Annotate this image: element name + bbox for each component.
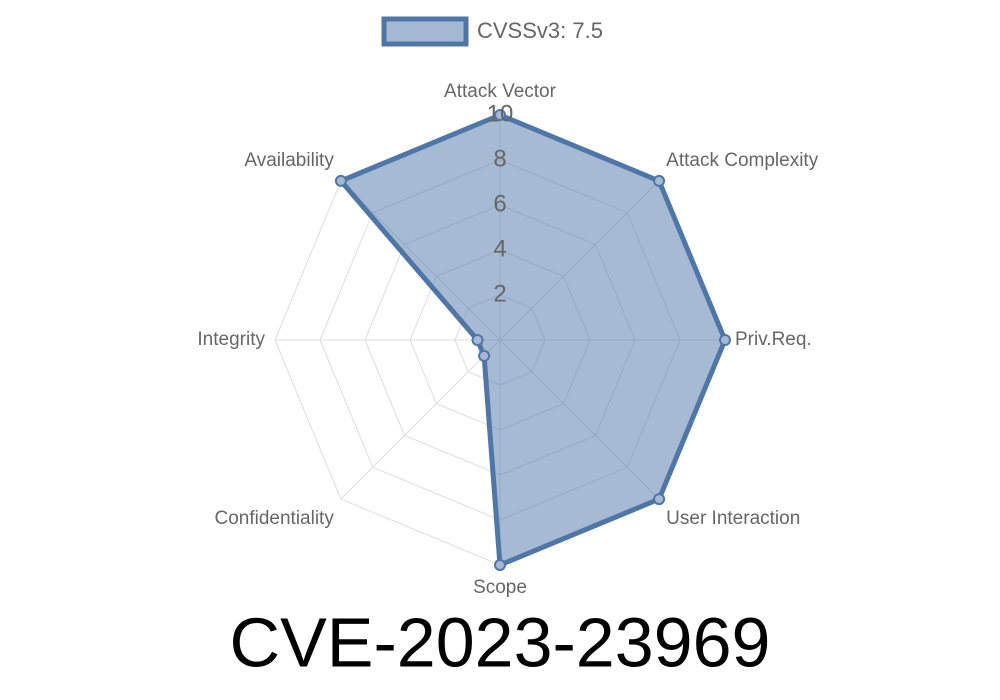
legend-swatch <box>381 16 469 47</box>
axis-label: Attack Vector <box>444 81 557 102</box>
axis-label: Attack Complexity <box>666 150 819 171</box>
radar-point <box>653 174 666 187</box>
spoke <box>340 339 501 500</box>
r-tick-label: 8 <box>493 145 506 172</box>
chart-title: CVE-2023-23969 <box>230 603 771 681</box>
r-tick-label: 4 <box>493 235 506 262</box>
axis-label: Confidentiality <box>214 508 334 529</box>
axis-label: Integrity <box>197 329 265 350</box>
r-tick-label: 2 <box>493 280 506 307</box>
radar-point <box>719 334 731 346</box>
radar-point <box>471 334 484 346</box>
radar-point <box>334 174 347 187</box>
legend-label: CVSSv3: 7.5 <box>477 18 603 43</box>
axis-label: User Interaction <box>666 508 800 529</box>
radar-point <box>494 559 506 571</box>
axis-label: Availability <box>244 150 334 171</box>
axis-label: Scope <box>473 577 527 598</box>
radar-point <box>653 493 666 506</box>
r-tick-label: 10 <box>487 100 514 127</box>
axis-label: Priv.Req. <box>735 329 812 350</box>
radar-point <box>478 349 491 362</box>
r-tick-label: 6 <box>493 190 506 217</box>
radar-point <box>494 109 506 121</box>
